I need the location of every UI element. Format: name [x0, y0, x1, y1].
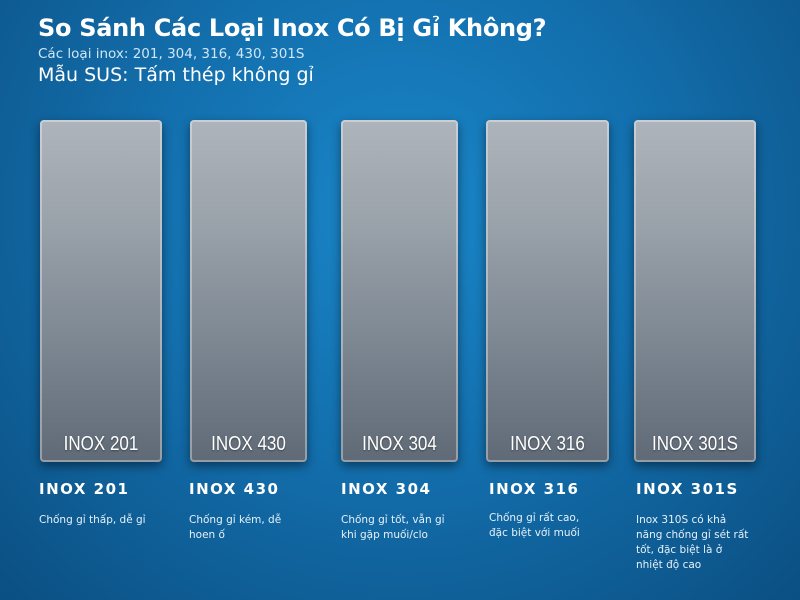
steel-panel-304: INOX 304 — [341, 120, 458, 462]
panel-label: INOX 301S — [651, 433, 738, 455]
panel-label: INOX 304 — [362, 433, 437, 455]
page-title: So Sánh Các Loại Inox Có Bị Gỉ Không? — [38, 14, 547, 42]
panel-label: INOX 201 — [63, 433, 139, 455]
steel-panel-201: INOX 201 — [40, 120, 162, 462]
subtitle: Các loại inox: 201, 304, 316, 430, 301S — [38, 46, 305, 62]
sample-caption: Mẫu SUS: Tấm thép không gỉ — [38, 64, 314, 86]
info-heading: INOX 201 — [39, 480, 130, 498]
steel-panel-301s: INOX 301S — [634, 120, 756, 462]
panel-label: INOX 430 — [211, 433, 286, 455]
info-304: INOX 304 Chống gỉ tốt, vẫn gỉ khi gặp muố… — [341, 480, 461, 543]
steel-panel-316: INOX 316 — [486, 120, 609, 462]
info-desc: Chống gỉ kém, dễ hoen ố — [189, 514, 282, 541]
info-301s: INOX 301S Inox 310S có khả năng chống gỉ … — [636, 480, 751, 573]
info-316: INOX 316 Chống gỉ rất cao, đặc biệt với m… — [489, 480, 599, 541]
info-heading: INOX 304 — [341, 480, 432, 498]
info-430: INOX 430 Chống gỉ kém, dễ hoen ố — [189, 480, 289, 543]
info-heading: INOX 301S — [636, 480, 739, 498]
info-desc: Chống gỉ rất cao, đặc biệt với muối — [489, 512, 580, 539]
info-heading: INOX 316 — [489, 480, 580, 498]
info-201: INOX 201 Chống gỉ thấp, dễ gỉ — [39, 480, 179, 528]
panel-label: INOX 316 — [510, 433, 585, 455]
steel-panel-430: INOX 430 — [190, 120, 307, 462]
info-heading: INOX 430 — [189, 480, 280, 498]
info-desc: Chống gỉ tốt, vẫn gỉ khi gặp muối/clo — [341, 514, 445, 541]
info-desc: Chống gỉ thấp, dễ gỉ — [39, 514, 146, 526]
info-desc: Inox 310S có khả năng chống gỉ sét rất t… — [636, 514, 749, 571]
